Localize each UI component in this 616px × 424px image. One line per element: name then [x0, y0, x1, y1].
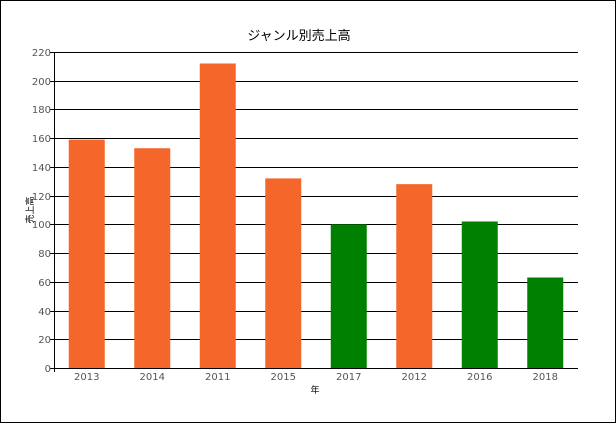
y-tick-label: 40: [38, 307, 51, 318]
y-axis-title: 売上高: [24, 196, 36, 223]
bar-2011: [199, 63, 236, 369]
x-tick-label: 2017: [336, 372, 361, 383]
x-tick-labels: 2013 2014 2011 2015 2017 2012 2016 2018: [74, 372, 558, 383]
y-tick-label: 120: [32, 192, 51, 203]
y-tick-label: 200: [32, 77, 51, 88]
bar-2015: [265, 178, 302, 368]
y-tick-label: 80: [38, 249, 51, 260]
y-tick-label: 140: [32, 163, 51, 174]
bar-2016: [461, 221, 498, 368]
bars: [50, 63, 578, 369]
x-axis-title: 年: [310, 384, 319, 396]
y-tick-label: 220: [32, 48, 51, 59]
x-tick-label: 2013: [74, 372, 99, 383]
y-tick-label: 0: [45, 364, 51, 375]
bar-2014: [134, 148, 171, 368]
x-tick-label: 2016: [467, 372, 492, 383]
y-tick-label: 100: [32, 220, 51, 231]
y-tick-label: 60: [38, 278, 51, 289]
gridlines: [50, 52, 578, 372]
x-tick-label: 2015: [271, 372, 296, 383]
y-tick-label: 20: [38, 335, 51, 346]
bar-2018: [527, 277, 564, 368]
y-tick-labels: 0 20 40 60 80 100 120 140 160 180 200 220: [32, 48, 51, 375]
bar-2013: [68, 139, 105, 368]
x-tick-label: 2018: [533, 372, 558, 383]
y-tick-label: 180: [32, 105, 51, 116]
bar-2017: [330, 224, 367, 368]
x-tick-label: 2011: [205, 372, 230, 383]
x-tick-label: 2012: [402, 372, 427, 383]
bar-2012: [396, 184, 433, 368]
chart-title: ジャンル別売上高: [247, 28, 350, 44]
y-tick-label: 160: [32, 134, 51, 145]
x-tick-label: 2014: [140, 372, 165, 383]
